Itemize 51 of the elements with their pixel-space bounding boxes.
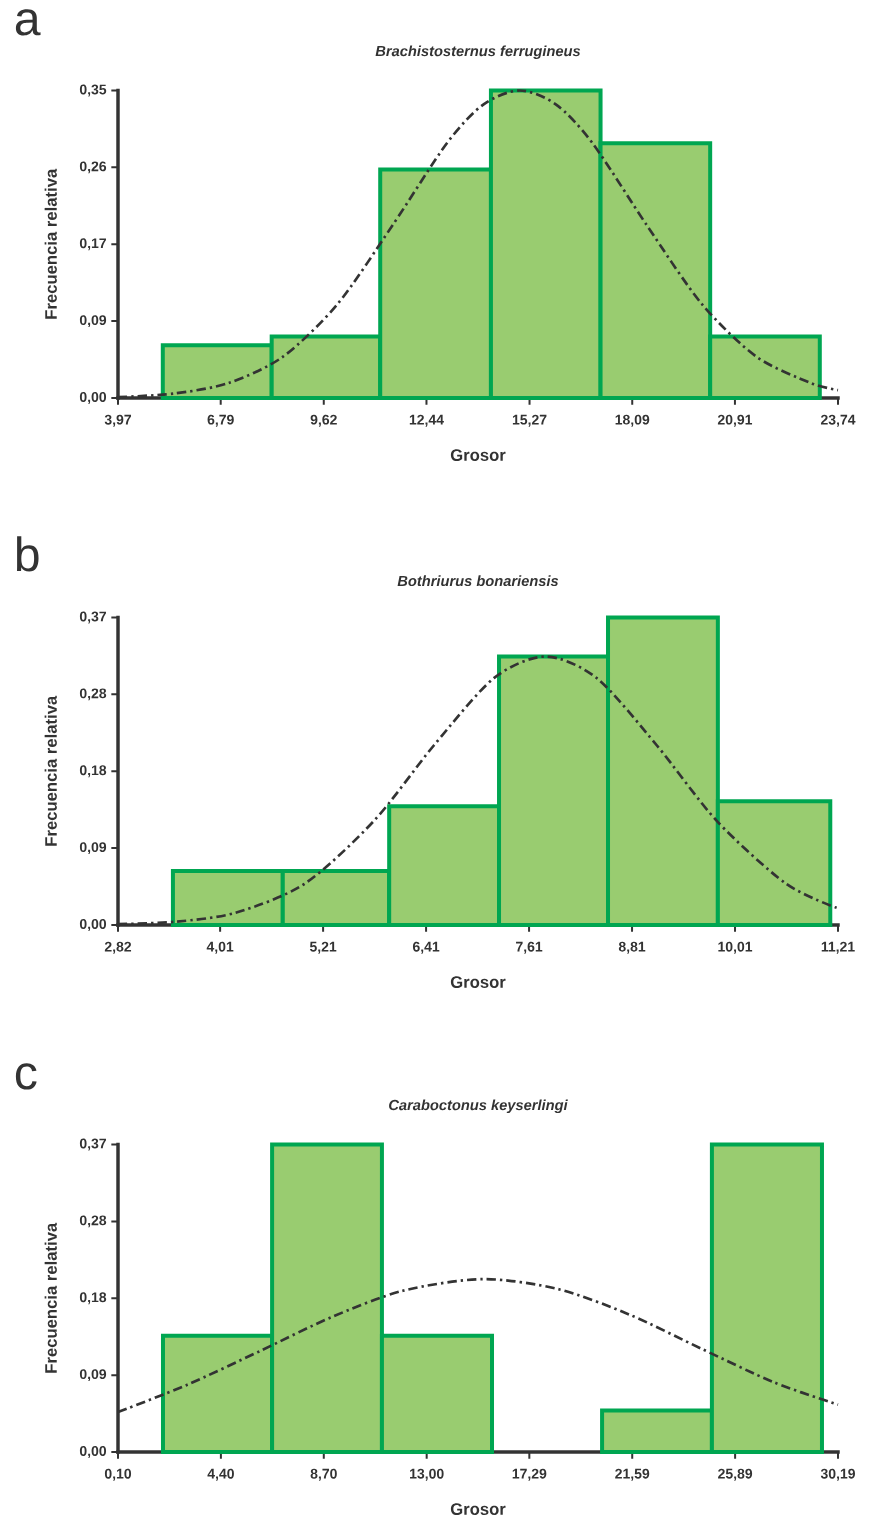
y-tick-label: 0,00 xyxy=(79,392,107,404)
x-tick-label: 4,40 xyxy=(207,1468,234,1481)
x-tick-label: 30,19 xyxy=(820,1468,855,1481)
y-tick-label: 0,00 xyxy=(79,919,107,931)
y-axis-title: Frecuencia relativa xyxy=(44,695,57,846)
y-tick-label: 0,18 xyxy=(79,1292,107,1305)
x-tick-label: 8,81 xyxy=(618,941,646,954)
y-axis-title: Frecuencia relativa xyxy=(44,1222,57,1373)
y-tick-label: 0,18 xyxy=(79,765,107,778)
x-tick-label: 25,89 xyxy=(718,1468,753,1481)
x-tick-label: 15,27 xyxy=(512,414,547,427)
text: a xyxy=(15,9,41,36)
x-tick-label: 17,29 xyxy=(512,1468,547,1481)
x-tick-label: 13,00 xyxy=(410,1468,444,1481)
text: c xyxy=(15,1063,37,1090)
y-tick-label: 0,00 xyxy=(79,1446,107,1458)
text: b xyxy=(16,536,39,572)
x-tick-label: 5,21 xyxy=(309,941,337,954)
y-tick-label: 0,37 xyxy=(79,611,107,624)
x-tick-label: 4,01 xyxy=(206,941,234,954)
chart-title: Brachistosternus ferrugineus xyxy=(375,45,581,60)
x-tick-label: 2,82 xyxy=(104,941,132,954)
x-tick-label: 9,62 xyxy=(310,414,337,427)
y-tick-label: 0,28 xyxy=(79,688,107,701)
x-tick-label: 12,44 xyxy=(409,414,444,427)
x-axis-title: Grosor xyxy=(450,449,506,461)
y-tick-label: 0,37 xyxy=(79,1138,107,1151)
x-tick-label: 10,01 xyxy=(718,941,753,954)
y-tick-label: 0,35 xyxy=(79,84,107,97)
x-tick-label: 21,59 xyxy=(615,1468,650,1481)
x-tick-label: 0,10 xyxy=(104,1468,132,1481)
x-tick-label: 23,74 xyxy=(820,414,856,427)
chart-title: Caraboctonus keyserlingi xyxy=(389,1099,568,1114)
y-axis-title: Frecuencia relativa xyxy=(44,168,57,319)
y-tick-label: 0,28 xyxy=(79,1215,107,1228)
x-tick-label: 18,09 xyxy=(615,414,650,427)
y-tick-label: 0,09 xyxy=(79,1369,107,1382)
x-tick-label: 8,70 xyxy=(310,1468,337,1481)
chart-title: Bothriurus bonariensis xyxy=(397,575,559,587)
y-tick-label: 0,26 xyxy=(79,161,107,174)
y-tick-label: 0,09 xyxy=(79,842,107,855)
y-tick-label: 0,09 xyxy=(79,315,107,328)
x-tick-label: 6,79 xyxy=(207,414,234,427)
x-tick-label: 3,97 xyxy=(104,414,132,427)
x-tick-label: 6,41 xyxy=(412,941,440,954)
y-tick-label: 0,17 xyxy=(79,238,107,251)
x-axis-title: Grosor xyxy=(450,1503,506,1515)
x-tick-label: 20,91 xyxy=(717,414,753,427)
x-tick-label: 7,61 xyxy=(516,941,543,954)
x-axis-title: Grosor xyxy=(450,976,506,988)
x-tick-label: 11,21 xyxy=(821,941,855,954)
